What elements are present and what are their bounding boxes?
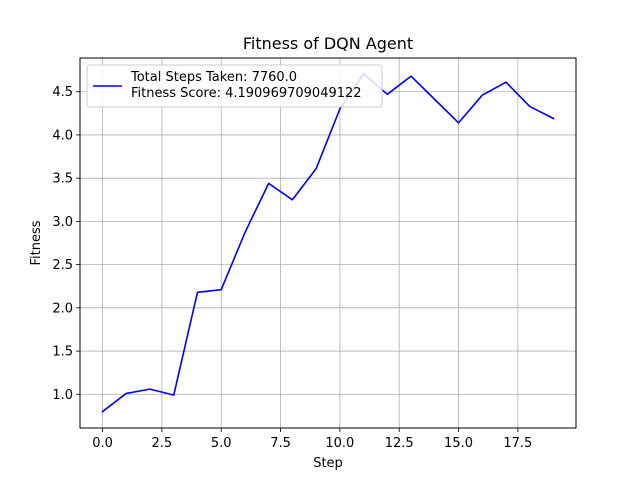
x-tick-label: 10.0 — [325, 436, 354, 451]
legend: Total Steps Taken: 7760.0 Fitness Score:… — [86, 64, 383, 108]
y-tick-label: 2.5 — [52, 258, 73, 273]
grid-lines — [80, 58, 576, 428]
x-tick-label: 17.5 — [503, 436, 532, 451]
y-tick-label: 2.0 — [52, 301, 73, 316]
x-tick-label: 7.5 — [270, 436, 291, 451]
legend-box — [86, 64, 383, 108]
y-tick-label: 4.0 — [52, 128, 73, 143]
x-tick-label: 0.0 — [92, 436, 113, 451]
series-lines — [101, 72, 555, 413]
x-tick-label: 12.5 — [385, 436, 414, 451]
y-axis-label: Fitness — [29, 220, 44, 265]
legend-entry-total-steps: Total Steps Taken: 7760.0 — [130, 70, 297, 85]
y-tick-label: 1.5 — [52, 345, 73, 360]
y-tick-label: 3.0 — [52, 215, 73, 230]
x-tick-label: 2.5 — [152, 436, 173, 451]
axis-ticks: 0.0 2.5 5.0 7.5 10.0 12.5 15.0 17.5 1.0 1.5 2.0 2.5… — [52, 85, 532, 451]
chart-title: Fitness of DQN Agent — [243, 34, 413, 53]
legend-entry-fitness-score: Fitness Score: 4.190969709049122 — [131, 86, 362, 101]
y-tick-label: 1.0 — [52, 388, 73, 403]
y-tick-label: 3.5 — [52, 172, 73, 187]
x-tick-label: 15.0 — [444, 436, 473, 451]
x-axis-label: Step — [313, 456, 343, 471]
y-tick-label: 4.5 — [52, 85, 73, 100]
x-tick-label: 5.0 — [211, 436, 232, 451]
plot-frame — [79, 57, 577, 429]
fitness-series-line — [101, 72, 555, 413]
